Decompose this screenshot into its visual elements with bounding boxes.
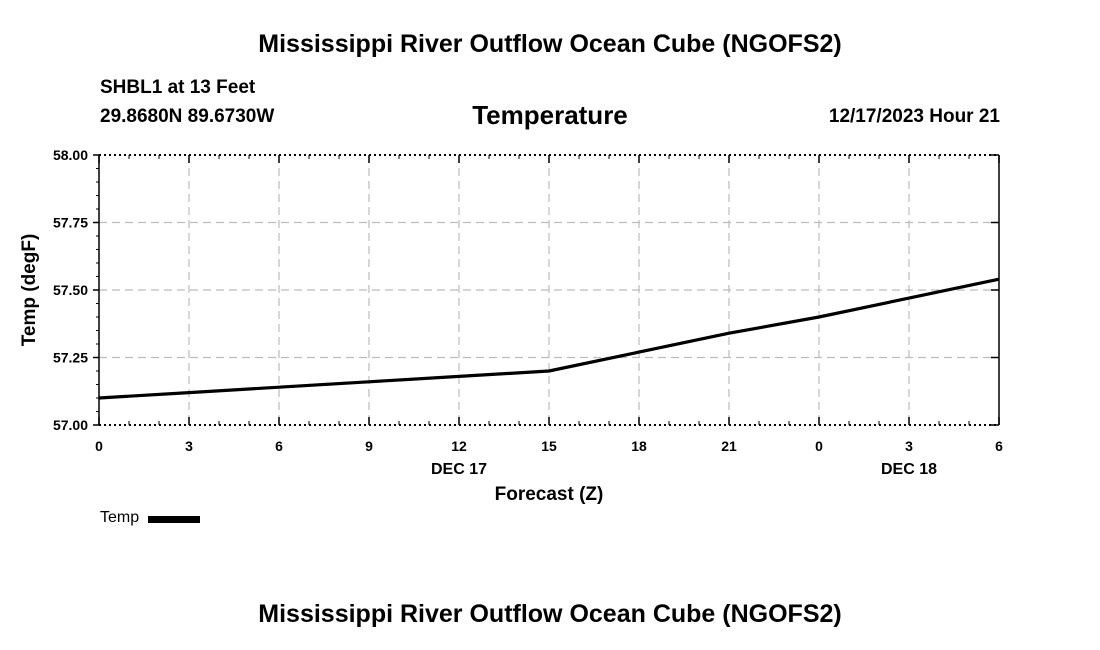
x-tick-label: 0 <box>95 438 103 454</box>
y-tick-label: 58.00 <box>53 147 88 163</box>
chart-subtitle: Temperature <box>472 100 628 130</box>
x-tick-label: 12 <box>451 438 467 454</box>
x-tick-label: 9 <box>365 438 373 454</box>
station-label: SHBL1 at 13 Feet <box>100 77 256 98</box>
y-tick-label: 57.00 <box>53 417 88 433</box>
y-tick-label: 57.75 <box>53 215 88 231</box>
footer-title: Mississippi River Outflow Ocean Cube (NG… <box>258 600 842 628</box>
x-date-label: DEC 18 <box>881 461 937 478</box>
tick-labels: 0 3 6 9 12 15 18 21 0 3 6 DEC 17 DEC 18 57.00 57.25 57.… <box>53 147 1003 478</box>
x-tick-label: 21 <box>721 438 737 454</box>
y-tick-label: 57.50 <box>53 282 88 298</box>
x-axis-label: Forecast (Z) <box>495 484 604 505</box>
series-layer <box>98 277 1000 400</box>
legend-swatch <box>148 516 201 523</box>
x-tick-label: 6 <box>275 438 283 454</box>
x-date-label: DEC 17 <box>431 461 487 478</box>
y-axis-label: Temp (degF) <box>19 234 40 347</box>
x-tick-label: 0 <box>815 438 823 454</box>
y-tick-label: 57.25 <box>53 350 88 366</box>
x-tick-label: 3 <box>185 438 193 454</box>
legend-label: Temp <box>100 509 140 526</box>
x-tick-label: 3 <box>905 438 913 454</box>
chart-legend: Temp <box>100 509 201 527</box>
grid-lines <box>99 155 999 425</box>
x-tick-label: 18 <box>631 438 647 454</box>
station-coordinates: 29.8680N 89.6730W <box>100 106 275 127</box>
series-line-temp <box>98 277 1000 400</box>
x-tick-label: 15 <box>541 438 557 454</box>
chart-main-title: Mississippi River Outflow Ocean Cube (NG… <box>258 30 842 58</box>
axes <box>93 154 1000 426</box>
forecast-datetime: 12/17/2023 Hour 21 <box>828 106 1000 127</box>
x-tick-label: 6 <box>995 438 1003 454</box>
